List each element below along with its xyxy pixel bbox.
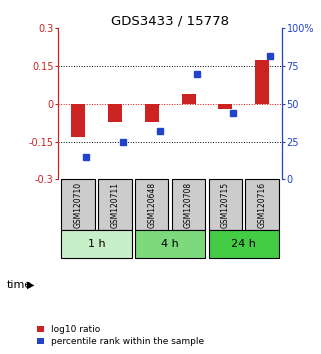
Bar [218, 104, 232, 109]
Text: ▶: ▶ [27, 280, 35, 290]
Bar [182, 94, 195, 104]
Bar [71, 104, 85, 137]
Bar [255, 60, 269, 104]
Text: 24 h: 24 h [231, 239, 256, 249]
Text: time: time [6, 280, 32, 290]
Text: GSM120710: GSM120710 [74, 182, 82, 228]
Bar [172, 179, 205, 230]
Bar [61, 179, 95, 230]
Text: GSM120716: GSM120716 [258, 182, 267, 228]
Bar [135, 179, 169, 230]
Legend: log10 ratio, percentile rank within the sample: log10 ratio, percentile rank within the … [37, 325, 204, 346]
Title: GDS3433 / 15778: GDS3433 / 15778 [111, 14, 229, 27]
Text: GSM120708: GSM120708 [184, 182, 193, 228]
Text: 4 h: 4 h [161, 239, 179, 249]
Text: GSM120711: GSM120711 [110, 182, 119, 228]
Bar [108, 104, 122, 121]
Text: GSM120715: GSM120715 [221, 182, 230, 228]
Bar [209, 179, 242, 230]
Bar [61, 230, 132, 258]
Bar [135, 230, 205, 258]
Bar [98, 179, 132, 230]
Text: 1 h: 1 h [88, 239, 105, 249]
Bar [209, 230, 279, 258]
Bar [145, 104, 159, 121]
Text: GSM120648: GSM120648 [147, 182, 156, 228]
Bar [246, 179, 279, 230]
